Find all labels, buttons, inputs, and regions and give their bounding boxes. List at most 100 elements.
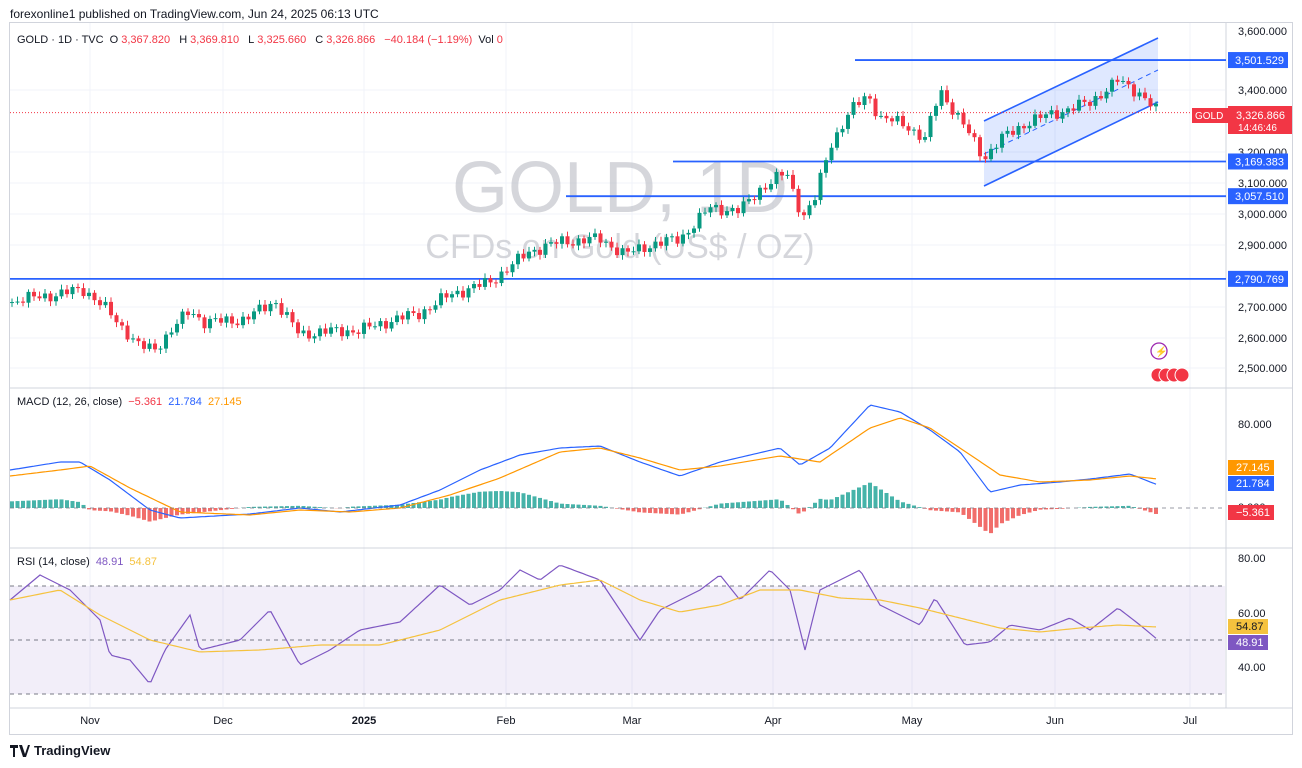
candle-body (840, 128, 845, 133)
candle-body (21, 301, 25, 303)
candle-body (65, 289, 69, 295)
candle-body (1005, 130, 1010, 134)
candle-body (395, 315, 399, 323)
macd-hist-bar (730, 502, 735, 508)
macd-hist-bar (543, 499, 548, 508)
candle-body (81, 288, 86, 297)
x-label-may: May (902, 715, 923, 727)
candle-body (862, 96, 867, 105)
candle-body (37, 296, 42, 299)
rsi-title[interactable]: RSI (14, close) (17, 556, 90, 568)
candle-body (1082, 99, 1087, 102)
candle-body (428, 309, 432, 311)
candle-body (26, 291, 31, 303)
candle-body (136, 338, 141, 342)
tradingview-logo[interactable]: TradingView (10, 743, 110, 758)
macd-hist-bar (1000, 508, 1004, 524)
candle-body (532, 249, 537, 252)
candle-body (571, 244, 575, 246)
candle-body (114, 315, 119, 323)
macd-hist-bar (587, 505, 592, 508)
candle-body (1022, 126, 1026, 129)
candle-body (934, 105, 938, 116)
candle-body (752, 199, 757, 201)
candle-body (257, 304, 262, 312)
macd-hist-bar (675, 508, 680, 515)
level-badge-text: 3,057.510 (1235, 191, 1284, 203)
symbol-label[interactable]: GOLD · 1D · TVC (17, 34, 104, 46)
rsi-tick-60: 60.00 (1238, 608, 1266, 620)
candle-body (967, 124, 971, 134)
macd-hist-value: −5.361 (128, 396, 163, 408)
macd-line-badge (1228, 476, 1274, 491)
macd-hist-bar (120, 508, 124, 514)
candle-body (235, 323, 240, 326)
macd-hist-bar (1044, 508, 1048, 510)
macd-hist-badge-text: −5.361 (1236, 507, 1270, 519)
candle-body (301, 330, 306, 334)
macd-hist-bar (763, 500, 768, 508)
macd-hist-bar (197, 508, 201, 513)
candle-body (1126, 80, 1131, 85)
candle-body (807, 205, 812, 216)
macd-hist-bar (37, 500, 42, 508)
macd-hist-bar (620, 508, 625, 510)
candle-body (692, 228, 696, 233)
macd-title[interactable]: MACD (12, 26, close) (17, 396, 123, 408)
candle-body (499, 271, 504, 284)
price-tick: 2,600.000 (1238, 333, 1287, 345)
candle-body (296, 322, 300, 334)
flag-event-icon-4[interactable] (1174, 367, 1190, 383)
price-tick: 3,100.000 (1238, 178, 1287, 190)
vol-label: Vol 0 (478, 34, 503, 46)
macd-hist-bar (796, 508, 801, 514)
macd-hist-bar (813, 502, 817, 508)
macd-hist-bar (725, 503, 729, 508)
macd-hist-bar (714, 504, 718, 508)
macd-hist-bar (411, 502, 416, 508)
candle-body (1093, 96, 1098, 106)
price-tick: 2,700.000 (1238, 302, 1287, 314)
candle-body (703, 212, 707, 214)
macd-hist-bar (741, 501, 746, 508)
level-badge-text: 3,169.383 (1235, 156, 1284, 168)
candle-body (345, 330, 350, 337)
macd-hist-bar (142, 508, 146, 520)
candle-body (884, 115, 889, 119)
macd-hist-bar (961, 508, 966, 515)
candle-body (615, 247, 619, 256)
candle-body (1011, 130, 1015, 135)
candle-body (43, 293, 47, 299)
candle-body (565, 236, 570, 245)
candle-body (906, 126, 911, 131)
macd-hist-bar (945, 508, 949, 512)
macd-hist-bar (26, 500, 31, 508)
candle-body (857, 102, 861, 105)
level-badge (1228, 188, 1288, 205)
macd-hist-bar (59, 499, 64, 508)
macd-hist-bar (879, 489, 883, 508)
candle-body (153, 343, 157, 350)
macd-hist-bar (697, 508, 702, 510)
macd-hist-bar (736, 502, 740, 508)
candle-body (543, 243, 548, 255)
macd-legend: MACD (12, 26, close) −5.361 21.784 27.14… (17, 396, 245, 408)
x-label-apr: Apr (764, 715, 781, 727)
macd-hist-bar (169, 508, 174, 517)
candle-body (846, 114, 850, 129)
x-label-dec: Dec (213, 715, 233, 727)
rsi-value: 48.91 (95, 556, 124, 568)
candle-body (120, 322, 124, 326)
level-badge-text: 3,501.529 (1235, 55, 1284, 67)
macd-hist-bar (1115, 506, 1120, 508)
macd-hist-bar (785, 504, 790, 508)
lightning-event-icon[interactable] (1150, 342, 1168, 360)
macd-hist-bar (219, 508, 223, 511)
rsi-ma-badge (1228, 619, 1268, 634)
candle-body (923, 137, 927, 140)
x-label-jun: Jun (1046, 715, 1064, 727)
macd-hist-bar (224, 508, 229, 510)
macd-hist-bar (824, 499, 828, 508)
candle-body (912, 129, 916, 131)
